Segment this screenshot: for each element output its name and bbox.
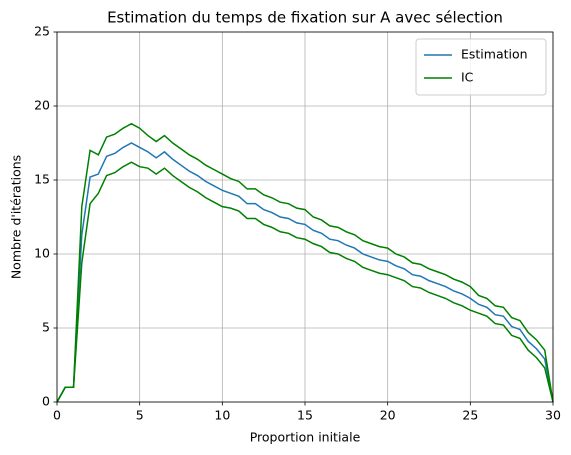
y-tick-label: 10 xyxy=(34,246,50,261)
chart-title: Estimation du temps de fixation sur A av… xyxy=(107,9,503,27)
x-tick-label: 10 xyxy=(214,408,230,423)
data-line xyxy=(56,161,554,403)
legend-label: IC xyxy=(461,70,474,85)
legend-box xyxy=(415,38,547,96)
y-tick-label: 20 xyxy=(34,98,50,113)
x-tick-label: 20 xyxy=(380,408,396,423)
x-axis-label: Proportion initiale xyxy=(250,430,361,445)
x-tick-label: 5 xyxy=(136,408,144,423)
data-line xyxy=(56,122,554,403)
y-axis-label: Nombre d'itérations xyxy=(9,155,24,279)
x-tick-label: 0 xyxy=(53,408,61,423)
x-tick-label: 25 xyxy=(462,408,478,423)
x-tick-label: 15 xyxy=(297,408,313,423)
legend-label: Estimation xyxy=(461,47,528,62)
y-tick-label: 15 xyxy=(34,172,50,187)
plot-frame xyxy=(56,31,554,403)
y-tick-label: 25 xyxy=(34,24,50,39)
y-tick-label: 0 xyxy=(42,394,50,409)
y-tick-label: 5 xyxy=(42,320,50,335)
data-line xyxy=(56,142,554,403)
x-tick-label: 30 xyxy=(545,408,561,423)
